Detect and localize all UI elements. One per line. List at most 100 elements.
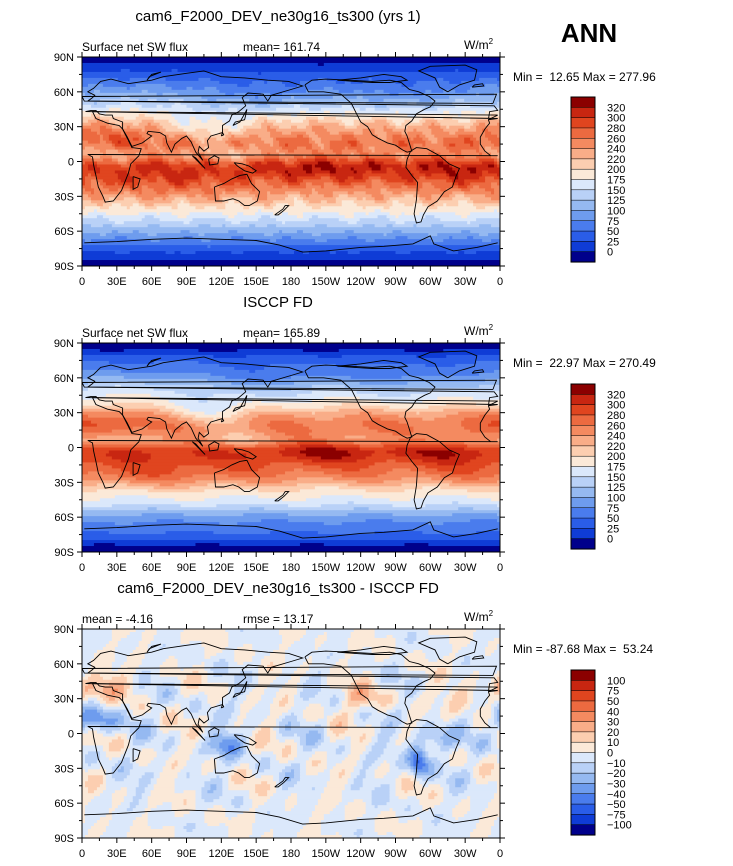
field-cell: [425, 745, 441, 750]
field-cell: [114, 733, 128, 738]
field-cell: [374, 829, 423, 833]
field-cell: [273, 832, 298, 836]
field-cell: [380, 730, 397, 735]
field-cell: [407, 745, 415, 750]
field-cell: [246, 161, 250, 166]
field-cell: [90, 763, 116, 767]
y-tick-label: 90N: [54, 52, 74, 64]
field-cell: [237, 212, 244, 216]
field-cell: [428, 676, 435, 681]
field-cell: [449, 637, 474, 642]
field-cell: [282, 640, 295, 645]
field-cell: [285, 778, 292, 782]
field-cell: [82, 513, 143, 517]
field-cell: [267, 793, 274, 797]
field-cell: [99, 137, 104, 142]
field-cell: [183, 715, 200, 720]
field-cell: [305, 194, 310, 198]
field-cell: [479, 233, 489, 237]
x-tick-label: 60E: [142, 276, 162, 288]
field-cell: [464, 790, 498, 794]
field-cell: [225, 203, 241, 207]
field-cell: [413, 173, 426, 178]
field-cell: [102, 697, 110, 702]
colorbar-label: 260: [607, 133, 625, 145]
field-cell: [123, 778, 140, 782]
field-cell: [485, 751, 500, 755]
field-cell: [246, 772, 253, 776]
field-cell: [293, 251, 304, 255]
field-cell: [168, 158, 176, 163]
field-cell: [87, 194, 104, 198]
field-cell: [82, 155, 92, 160]
field-cell: [293, 757, 310, 761]
field-cell: [422, 399, 500, 404]
field-cell: [90, 799, 113, 803]
field-cell: [338, 700, 343, 705]
field-cell: [335, 694, 346, 699]
field-cell: [296, 146, 307, 151]
field-cell: [485, 808, 500, 812]
field-cell: [371, 116, 388, 121]
field-cell: [446, 170, 456, 175]
field-cell: [428, 784, 441, 788]
field-cell: [299, 637, 316, 642]
field-cell: [114, 522, 134, 526]
field-cell: [228, 128, 241, 133]
field-cell: [147, 817, 206, 821]
field-cell: [129, 685, 134, 690]
field-cell: [296, 745, 304, 750]
field-cell: [431, 122, 435, 127]
field-cell: [156, 206, 173, 210]
field-cell: [428, 796, 435, 800]
field-cell: [335, 739, 352, 744]
field-cell: [434, 215, 462, 219]
field-cell: [189, 754, 220, 758]
field-cell: [219, 757, 226, 761]
y-tick-label: 30S: [54, 477, 74, 489]
field-cell: [174, 751, 194, 755]
field-cell: [222, 793, 250, 797]
field-cell: [488, 697, 500, 702]
field-cell: [476, 206, 486, 210]
field-cell: [141, 89, 149, 94]
field-cell: [189, 694, 208, 699]
field-cell: [138, 98, 149, 103]
field-cell: [201, 182, 211, 186]
field-cell: [93, 146, 116, 151]
field-cell: [398, 691, 406, 696]
field-cell: [132, 799, 140, 803]
field-cell: [240, 757, 262, 761]
field-cell: [422, 453, 456, 458]
field-cell: [398, 766, 412, 770]
field-cell: [470, 706, 480, 711]
field-cell: [252, 799, 268, 803]
field-cell: [258, 793, 268, 797]
field-cell: [479, 670, 498, 675]
field-cell: [410, 468, 438, 472]
field-cell: [443, 224, 480, 228]
panel-title: cam6_F2000_DEV_ne30g16_ts300 (yrs 1): [135, 8, 420, 25]
x-tick-label: 30E: [107, 276, 127, 288]
field-cell: [365, 808, 391, 812]
minmax-label: Min = 12.65 Max = 277.96: [513, 70, 656, 84]
field-cell: [207, 694, 226, 699]
field-cell: [102, 137, 110, 142]
field-cell: [114, 652, 131, 657]
field-cell: [279, 700, 289, 705]
field-cell: [425, 742, 438, 747]
field-cell: [377, 736, 391, 741]
field-cell: [299, 739, 307, 744]
field-cell: [82, 495, 116, 499]
field-cell: [255, 170, 268, 175]
field-cell: [470, 799, 492, 803]
field-cell: [291, 125, 298, 130]
field-cell: [365, 802, 373, 806]
field-cell: [326, 239, 367, 243]
field-cell: [305, 670, 319, 675]
field-cell: [231, 140, 241, 145]
field-cell: [279, 450, 301, 455]
field-cell: [255, 104, 271, 109]
field-cell: [165, 146, 179, 151]
field-cell: [183, 426, 206, 431]
